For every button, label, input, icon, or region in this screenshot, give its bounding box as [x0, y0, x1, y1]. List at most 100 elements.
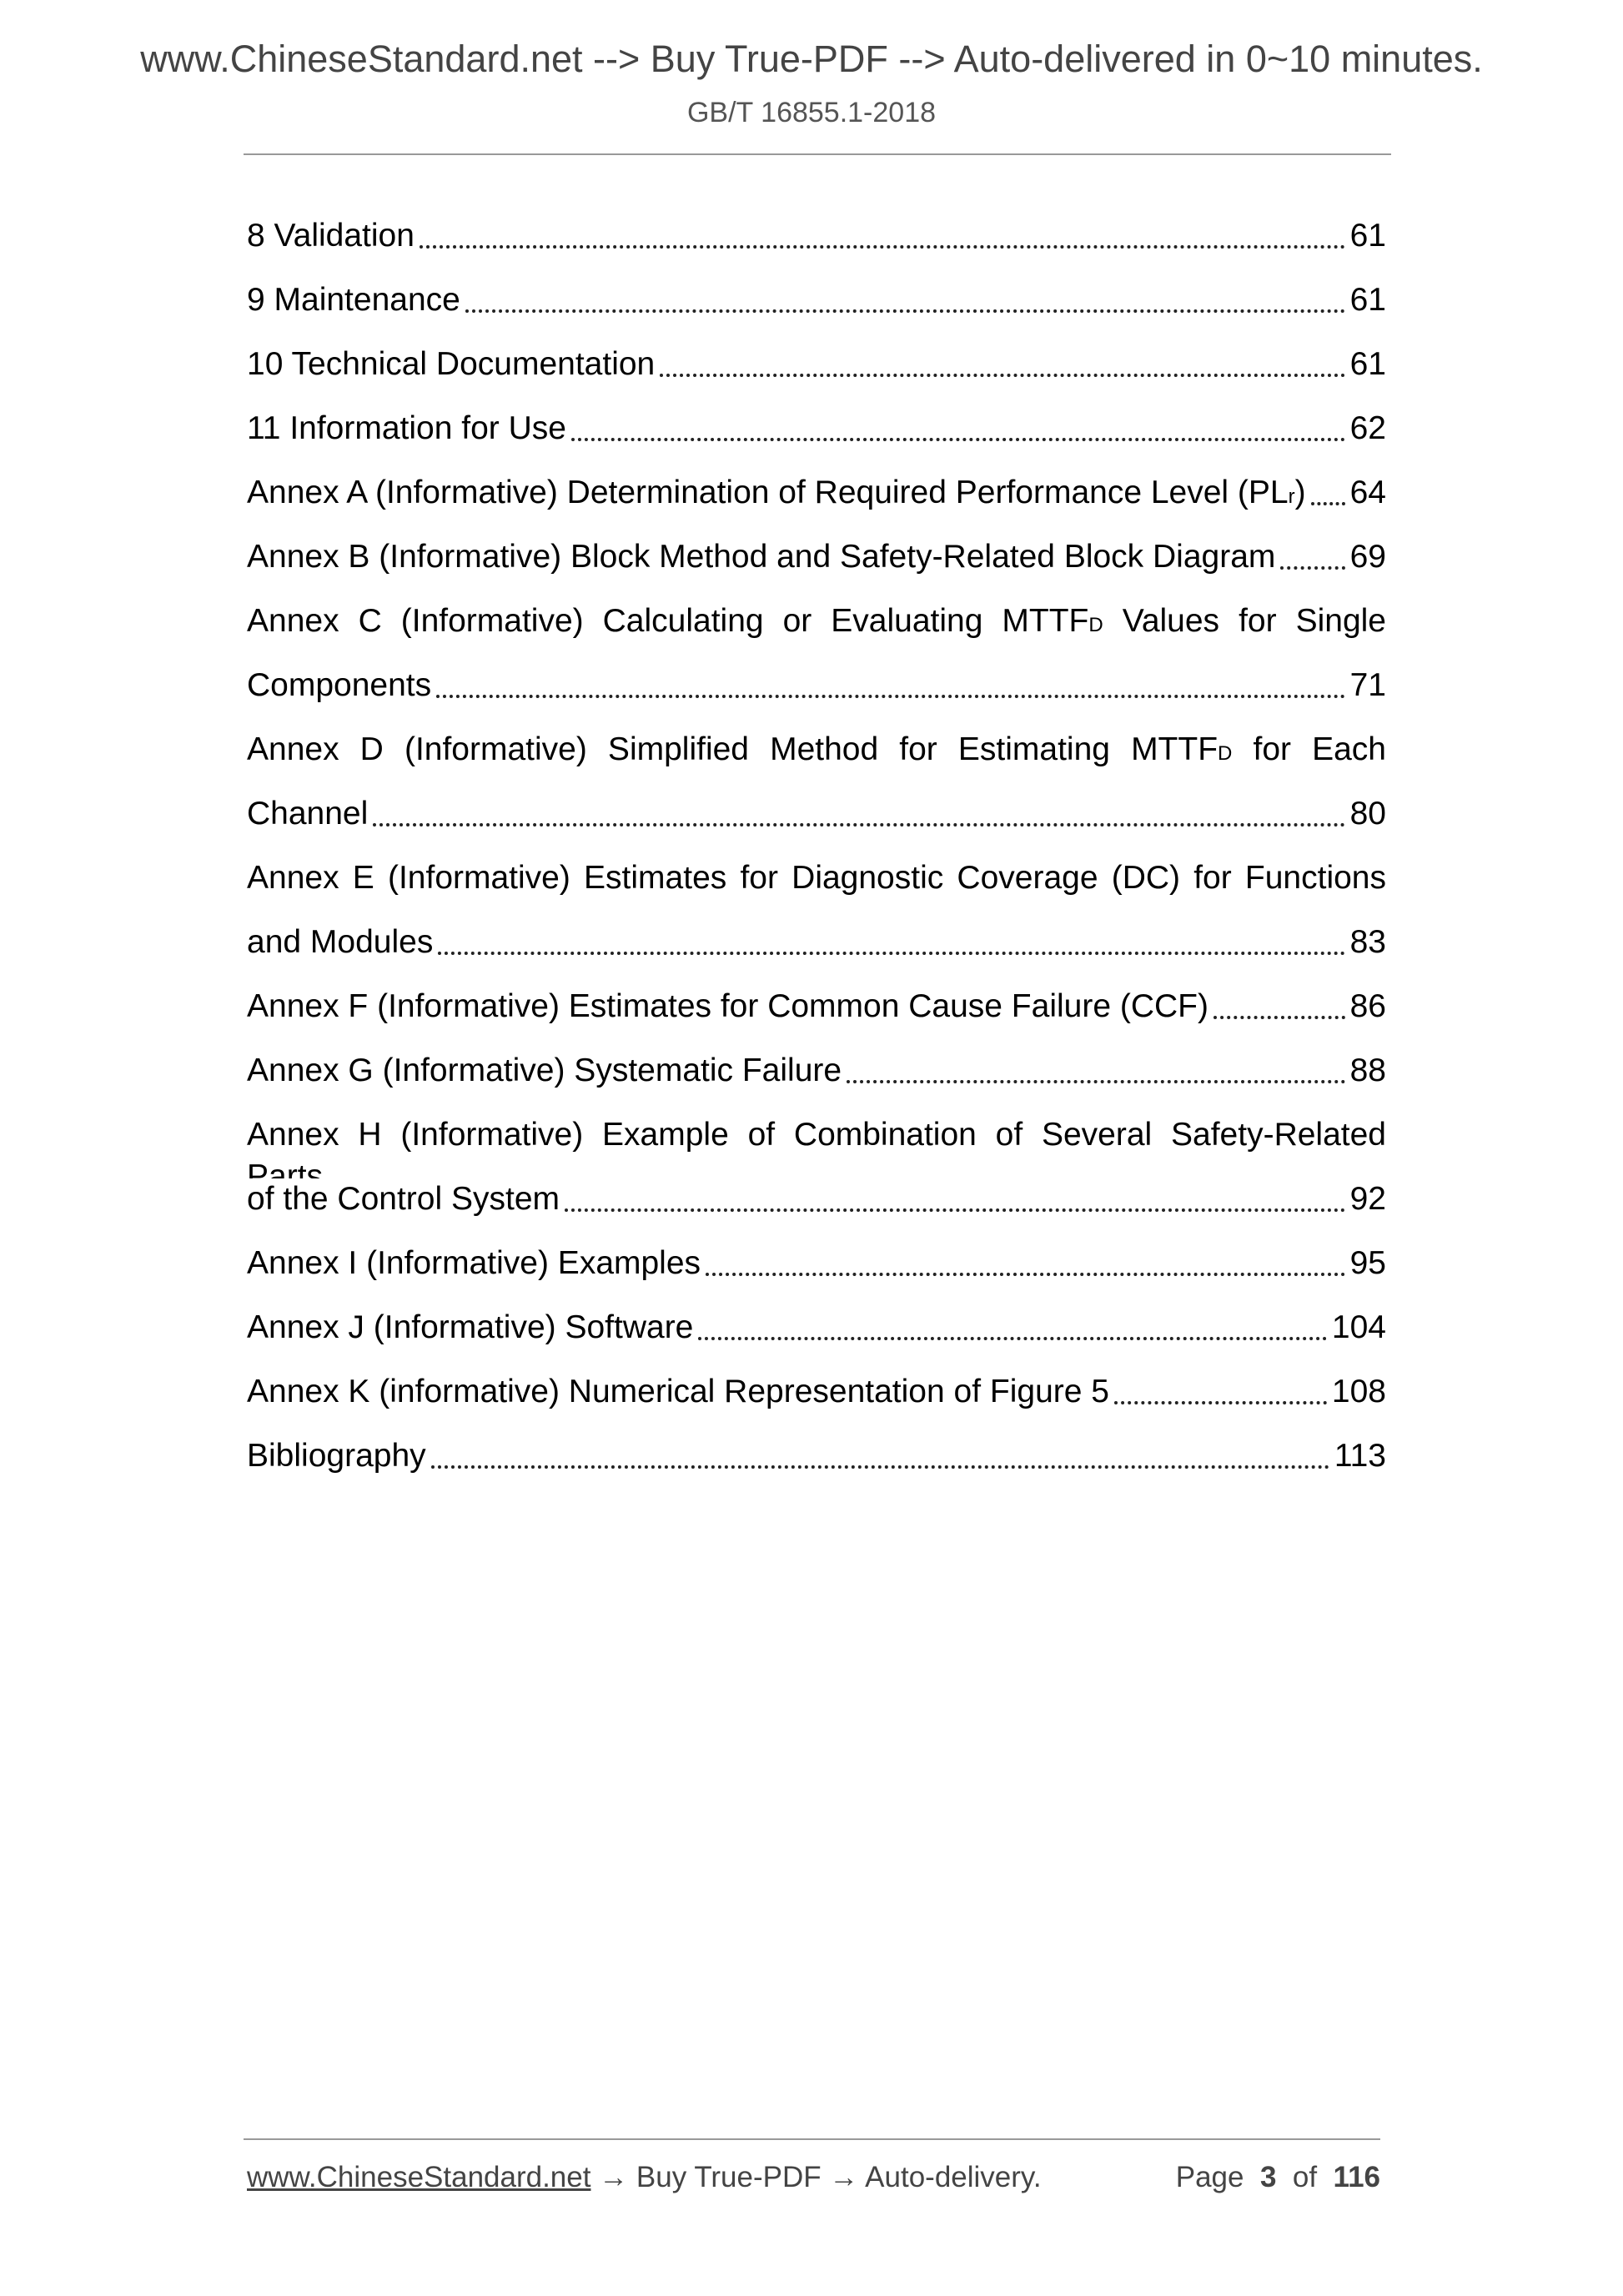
toc-leader-dots — [565, 1178, 1345, 1212]
header-banner: www.ChineseStandard.net --> Buy True-PDF… — [140, 38, 1483, 80]
toc-title-text: of the Control System — [247, 1181, 560, 1217]
footer-link[interactable]: www.ChineseStandard.net — [247, 2161, 591, 2193]
toc-title-text: 11 Information for Use — [247, 410, 566, 446]
toc-entry[interactable]: 11 Information for Use 62 — [247, 408, 1386, 472]
toc-title: Annex A (Informative) Determination of R… — [247, 472, 1306, 514]
toc-page-number: 92 — [1349, 1181, 1386, 1217]
toc-title-text: Annex J (Informative) Software — [247, 1309, 694, 1345]
toc-leader-dots — [1113, 1371, 1327, 1404]
toc-title-text: Annex A (Informative) Determination of R… — [247, 475, 1289, 510]
footer-divider — [244, 2138, 1380, 2140]
toc-entry-first-line[interactable]: Annex D (Informative) Simplified Method … — [247, 729, 1386, 793]
toc-title-text: 10 Technical Documentation — [247, 346, 656, 382]
table-of-contents: 8 Validation 61 9 Maintenance 61 10 Technica… — [247, 215, 1386, 1500]
toc-page-number: 95 — [1349, 1245, 1386, 1281]
toc-leader-dots — [698, 1307, 1327, 1340]
total-pages: 116 — [1333, 2161, 1380, 2193]
toc-leader-dots — [438, 922, 1345, 955]
toc-entry[interactable]: Components 71 — [247, 665, 1386, 729]
toc-page-number: 108 — [1331, 1374, 1386, 1409]
toc-subscript: D — [1088, 614, 1103, 636]
toc-title: and Modules — [247, 922, 433, 963]
document-id: GB/T 16855.1-2018 — [686, 97, 937, 128]
toc-page-number: 64 — [1349, 475, 1386, 510]
toc-title-part: Annex H (Informative) Example of Combina… — [247, 1117, 1386, 1178]
toc-page-number: 113 — [1334, 1438, 1386, 1474]
toc-page-number: 61 — [1349, 218, 1386, 254]
toc-title-part: Annex E (Informative) Estimates for Diag… — [247, 860, 1386, 896]
toc-page-number: 62 — [1349, 410, 1386, 446]
footer: www.ChineseStandard.net → Buy True-PDF →… — [247, 2158, 1380, 2197]
toc-leader-dots — [373, 793, 1345, 826]
toc-page-number: 61 — [1349, 282, 1386, 318]
toc-title-text: Bibliography — [247, 1438, 426, 1474]
toc-title: of the Control System — [247, 1178, 560, 1220]
toc-title-text: 8 Validation — [247, 218, 415, 254]
toc-entry[interactable]: Channel 80 — [247, 793, 1386, 857]
toc-title: Bibliography — [247, 1435, 426, 1477]
toc-leader-dots — [660, 344, 1345, 377]
toc-title: Components — [247, 665, 431, 706]
page-label: Page — [1175, 2161, 1244, 2193]
toc-entry-first-line[interactable]: Annex E (Informative) Estimates for Diag… — [247, 857, 1386, 922]
toc-subscript: r — [1288, 485, 1295, 508]
toc-leader-dots — [465, 279, 1345, 313]
footer-text: → Buy True-PDF → Auto-delivery. — [590, 2161, 1042, 2193]
toc-entry[interactable]: Annex G (Informative) Systematic Failure… — [247, 1050, 1386, 1114]
toc-title: Annex K (informative) Numerical Represen… — [247, 1371, 1109, 1413]
toc-leader-dots — [706, 1243, 1345, 1276]
toc-title-part: Values for Single — [1103, 603, 1386, 639]
toc-leader-dots — [1213, 986, 1345, 1019]
toc-entry[interactable]: Bibliography 113 — [247, 1435, 1386, 1500]
toc-title: 11 Information for Use — [247, 408, 566, 450]
toc-page-number: 86 — [1349, 988, 1386, 1024]
toc-title-text: Annex B (Informative) Block Method and S… — [247, 539, 1276, 575]
toc-title: 8 Validation — [247, 215, 415, 257]
toc-title: Channel — [247, 793, 368, 835]
toc-title-part: Annex D (Informative) Simplified Method … — [247, 731, 1219, 767]
page-number: Page 3 of 116 — [1176, 2158, 1380, 2197]
toc-title: 10 Technical Documentation — [247, 344, 655, 385]
toc-title: Annex B (Informative) Block Method and S… — [247, 536, 1275, 578]
toc-title-text: Annex G (Informative) Systematic Failure — [247, 1053, 842, 1088]
toc-title-text: Annex I (Informative) Examples — [247, 1245, 701, 1281]
toc-title-part: for Each — [1232, 731, 1386, 767]
toc-title-part: ) — [1294, 475, 1306, 510]
toc-subscript: D — [1218, 742, 1233, 765]
toc-title-part: Annex C (Informative) Calculating or Eva… — [247, 603, 1089, 639]
toc-entry[interactable]: of the Control System 92 — [247, 1178, 1386, 1243]
toc-leader-dots — [436, 665, 1345, 698]
toc-entry-first-line[interactable]: Annex H (Informative) Example of Combina… — [247, 1114, 1386, 1178]
toc-title-text: Annex F (Informative) Estimates for Comm… — [247, 988, 1208, 1024]
toc-leader-dots — [1310, 472, 1345, 505]
toc-leader-dots — [430, 1435, 1329, 1469]
of-label: of — [1292, 2161, 1318, 2193]
toc-entry[interactable]: 9 Maintenance 61 — [247, 279, 1386, 344]
toc-page-number: 88 — [1349, 1053, 1386, 1088]
toc-page-number: 104 — [1331, 1309, 1386, 1345]
toc-title-text: Channel — [247, 796, 369, 831]
toc-entry[interactable]: 10 Technical Documentation 61 — [247, 344, 1386, 408]
toc-page-number: 69 — [1349, 539, 1386, 575]
toc-leader-dots — [847, 1050, 1345, 1083]
toc-entry[interactable]: Annex J (Informative) Software 104 — [247, 1307, 1386, 1371]
toc-entry[interactable]: and Modules 83 — [247, 922, 1386, 986]
toc-entry[interactable]: Annex A (Informative) Determination of R… — [247, 472, 1386, 536]
toc-title: Annex F (Informative) Estimates for Comm… — [247, 986, 1208, 1027]
toc-title: Annex G (Informative) Systematic Failure — [247, 1050, 842, 1092]
toc-entry[interactable]: 8 Validation 61 — [247, 215, 1386, 279]
toc-entry[interactable]: Annex F (Informative) Estimates for Comm… — [247, 986, 1386, 1050]
toc-title: Annex J (Informative) Software — [247, 1307, 693, 1349]
toc-entry-first-line[interactable]: Annex C (Informative) Calculating or Eva… — [247, 600, 1386, 665]
current-page: 3 — [1259, 2161, 1277, 2193]
toc-title-text: and Modules — [247, 924, 434, 960]
toc-entry[interactable]: Annex B (Informative) Block Method and S… — [247, 536, 1386, 600]
toc-title-text: Annex K (informative) Numerical Represen… — [247, 1374, 1109, 1409]
toc-page-number: 83 — [1349, 924, 1386, 960]
footer-left: www.ChineseStandard.net → Buy True-PDF →… — [247, 2158, 1042, 2197]
toc-leader-dots — [419, 215, 1345, 249]
toc-entry[interactable]: Annex K (informative) Numerical Represen… — [247, 1371, 1386, 1435]
toc-entry[interactable]: Annex I (Informative) Examples 95 — [247, 1243, 1386, 1307]
toc-title-text: Components — [247, 667, 432, 703]
toc-title-text: 9 Maintenance — [247, 282, 460, 318]
